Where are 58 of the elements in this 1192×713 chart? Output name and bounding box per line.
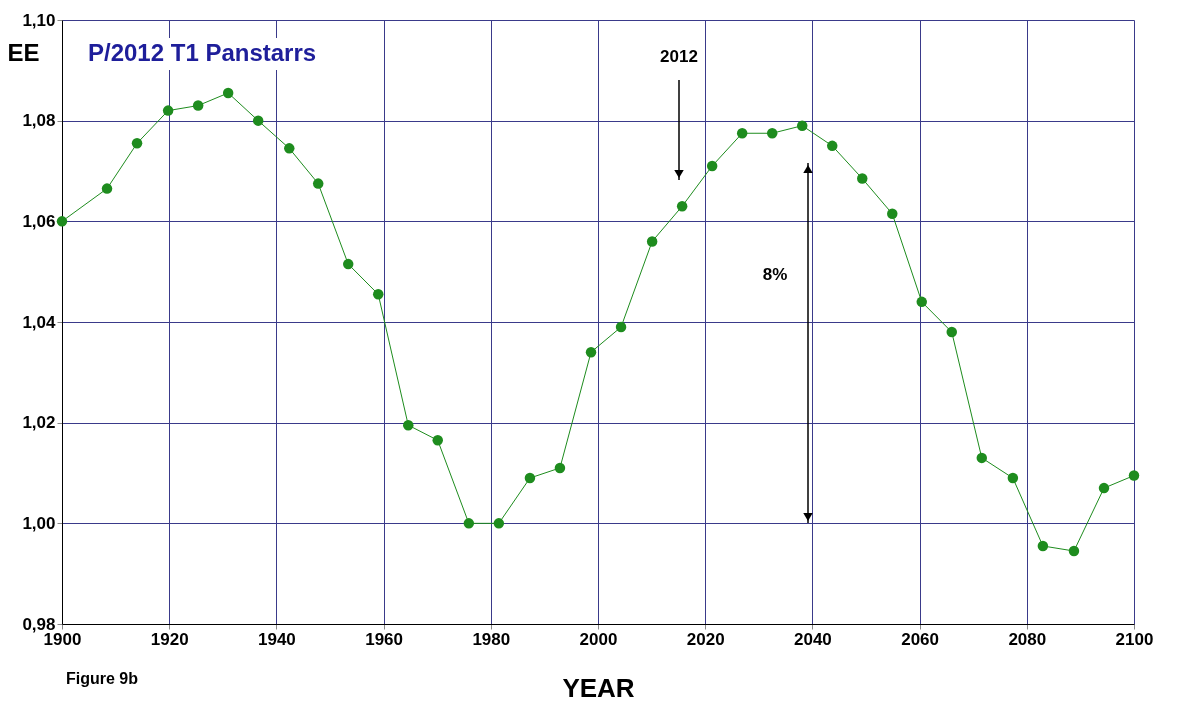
point (222, 87, 234, 99)
y-axis-title: EE (7, 38, 40, 66)
y-tick-label: 1,06 (22, 211, 56, 231)
point (1128, 470, 1140, 481)
point (676, 201, 688, 212)
point (736, 128, 748, 139)
x-tick-label: 1940 (257, 629, 296, 649)
point (252, 115, 264, 126)
point (101, 183, 113, 194)
point (1068, 545, 1080, 557)
y-tick-label: 1,10 (22, 10, 56, 30)
x-tick-label: 1960 (365, 629, 404, 649)
point (766, 128, 778, 139)
y-tick-label: 1,02 (22, 413, 56, 433)
point (131, 138, 143, 149)
caption: Figure 9b (66, 670, 139, 687)
point (706, 160, 718, 172)
x-tick-label: 2060 (901, 629, 940, 649)
x-tick-label: 2000 (579, 629, 618, 649)
point (916, 296, 927, 308)
annotation: 8% (762, 265, 788, 284)
x-tick-label: 2080 (1008, 629, 1047, 649)
point (946, 326, 957, 338)
point (342, 258, 354, 270)
point (312, 178, 324, 189)
point (373, 289, 384, 300)
point (403, 419, 414, 431)
point (1098, 482, 1110, 494)
point (887, 208, 898, 220)
x-tick-label: 2040 (793, 629, 832, 649)
annotation: 2012 (660, 47, 698, 66)
point (646, 236, 658, 247)
text: P/2012 T1 Panstarrs (88, 39, 317, 66)
point (192, 100, 204, 111)
point (463, 518, 475, 529)
x-axis-title: YEAR (562, 672, 635, 703)
point (432, 435, 443, 446)
x-tick-label: 1980 (472, 629, 511, 649)
point (554, 462, 566, 474)
point (826, 140, 838, 152)
point (56, 216, 68, 227)
y-tick-label: 1,00 (22, 513, 56, 533)
point (1007, 472, 1019, 484)
point (857, 173, 868, 184)
point (284, 143, 295, 154)
point (524, 472, 536, 484)
y-tick-label: 1,04 (22, 312, 57, 332)
point (615, 321, 627, 333)
point (585, 346, 597, 358)
point (493, 518, 505, 529)
point (796, 120, 808, 131)
point (162, 105, 174, 116)
point (1037, 540, 1049, 552)
y-tick-label: 1,08 (22, 111, 56, 131)
point (976, 452, 988, 464)
x-tick-label: 1920 (150, 629, 189, 649)
x-tick-label: 2020 (686, 629, 725, 649)
x-tick-label: 2100 (1115, 629, 1154, 649)
